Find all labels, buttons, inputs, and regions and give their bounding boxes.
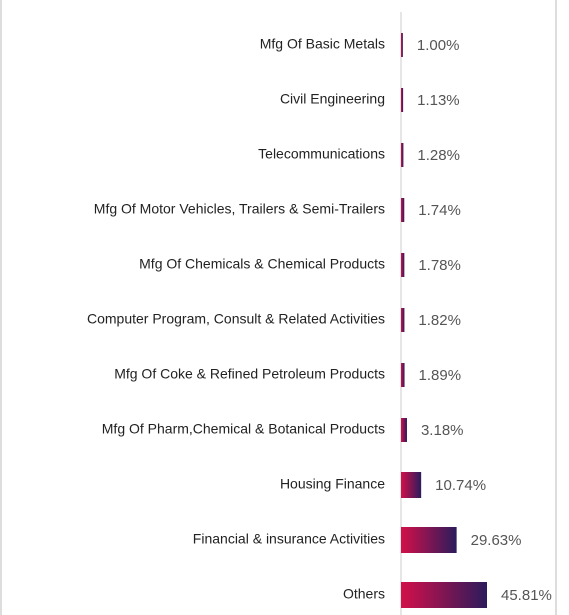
category-label: Mfg Of Coke & Refined Petroleum Products [114,366,385,382]
bar [401,582,487,608]
value-label: 1.28% [417,147,460,164]
value-label: 1.74% [418,202,461,219]
bar [401,253,405,277]
bar [401,472,422,498]
bar [401,418,407,442]
category-label: Housing Finance [280,476,385,492]
value-label: 1.13% [417,92,460,109]
bar [401,198,405,222]
value-label: 1.89% [419,367,462,384]
category-label: Telecommunications [258,146,385,162]
category-label: Mfg Of Chemicals & Chemical Products [139,256,385,272]
value-label: 3.18% [421,422,464,439]
category-label: Financial & insurance Activities [193,531,385,547]
category-label: Computer Program, Consult & Related Acti… [87,311,385,327]
bar [401,143,404,167]
value-label: 45.81% [501,587,552,604]
bar [401,308,405,332]
value-label: 29.63% [471,532,522,549]
value-label: 1.00% [417,37,460,54]
bar [401,527,457,553]
value-label: 1.78% [418,257,461,274]
category-label: Mfg Of Pharm,Chemical & Botanical Produc… [102,421,385,437]
category-label: Civil Engineering [280,91,385,107]
bar [401,33,403,57]
bar [401,363,405,387]
bar [401,88,404,112]
category-label: Mfg Of Basic Metals [260,36,385,52]
value-label: 10.74% [435,477,486,494]
value-label: 1.82% [418,312,461,329]
category-label: Mfg Of Motor Vehicles, Trailers & Semi-T… [94,201,385,217]
category-label: Others [343,586,385,602]
